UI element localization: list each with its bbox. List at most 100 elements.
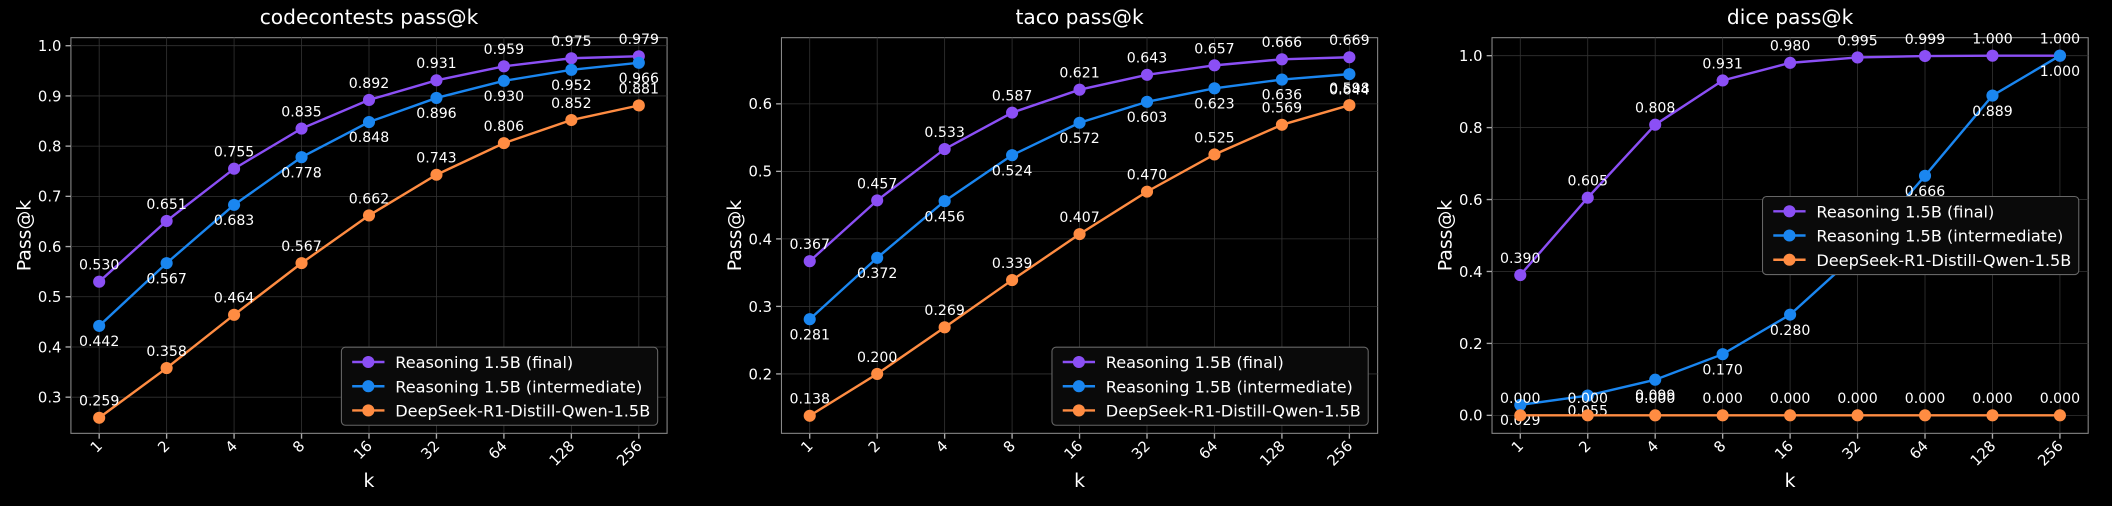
data-point <box>1918 409 1932 422</box>
data-label: 0.743 <box>416 151 456 167</box>
data-label: 0.881 <box>619 81 659 97</box>
data-label: 1.000 <box>2040 64 2080 80</box>
legend-label: Reasoning 1.5B (final) <box>395 353 573 372</box>
y-tick-label: 0.5 <box>749 164 773 181</box>
data-label: 0.959 <box>484 42 524 58</box>
data-point <box>1514 409 1527 422</box>
data-label: 0.281 <box>790 327 830 343</box>
x-tick-label: 64 <box>485 438 510 463</box>
data-label: 0.339 <box>992 256 1032 272</box>
data-label: 0.930 <box>484 89 524 105</box>
data-label: 0.657 <box>1194 41 1234 57</box>
x-axis-label: k <box>1074 471 1085 492</box>
data-label: 0.603 <box>1127 110 1167 126</box>
data-label: 0.456 <box>924 209 964 225</box>
data-point <box>1649 373 1662 386</box>
data-point <box>938 143 951 156</box>
legend-label: DeepSeek-R1-Distill-Qwen-1.5B <box>395 402 650 421</box>
legend-label: Reasoning 1.5B (final) <box>1816 202 1994 221</box>
data-label: 0.808 <box>1635 101 1675 117</box>
data-label: 0.567 <box>281 239 321 255</box>
data-label: 0.605 <box>1568 174 1608 190</box>
data-point <box>565 63 578 76</box>
x-tick-label: 2 <box>1576 438 1595 457</box>
data-label: 0.525 <box>1194 130 1234 146</box>
data-point <box>1514 398 1527 411</box>
y-tick-label: 0.0 <box>1459 408 1483 425</box>
data-label: 0.995 <box>1837 33 1877 49</box>
data-point <box>93 319 106 332</box>
data-label: 0.644 <box>1329 82 1369 98</box>
data-label: 0.442 <box>79 334 119 350</box>
y-tick-label: 0.8 <box>1459 120 1483 137</box>
data-point <box>1918 169 1932 182</box>
y-tick-label: 1.0 <box>38 38 62 55</box>
legend-label: Reasoning 1.5B (final) <box>1106 353 1284 372</box>
data-label: 0.979 <box>619 32 659 48</box>
legend-label: Reasoning 1.5B (intermediate) <box>1106 377 1353 396</box>
y-axis-label: Pass@k <box>1436 200 1457 271</box>
data-point <box>1140 68 1154 81</box>
data-label: 0.621 <box>1059 66 1099 82</box>
chart-title: taco pass@k <box>1015 5 1143 29</box>
data-label: 0.892 <box>349 76 389 92</box>
chart-title: dice pass@k <box>1727 5 1854 29</box>
data-label: 0.407 <box>1059 210 1099 226</box>
data-label: 0.572 <box>1059 131 1099 147</box>
data-label: 0.755 <box>214 145 254 161</box>
data-point <box>1208 148 1221 161</box>
data-label: 0.966 <box>619 71 659 87</box>
x-tick-label: 8 <box>290 438 309 457</box>
x-tick-label: 16 <box>1772 438 1797 463</box>
data-label: 1.000 <box>1972 32 2012 48</box>
data-point <box>228 308 241 321</box>
data-label: 0.390 <box>1500 251 1540 267</box>
legend-label: DeepSeek-R1-Distill-Qwen-1.5B <box>1816 251 2071 270</box>
data-label: 0.931 <box>416 56 456 72</box>
data-point <box>1986 49 1999 62</box>
x-tick-label: 4 <box>1643 438 1662 457</box>
data-point <box>1275 118 1288 131</box>
data-label: 0.000 <box>1568 391 1608 407</box>
data-label: 0.666 <box>1262 35 1302 51</box>
y-tick-label: 0.4 <box>38 339 62 356</box>
x-tick-label: 64 <box>1196 438 1221 463</box>
data-point <box>1073 83 1086 96</box>
legend-marker <box>1072 380 1085 393</box>
y-tick-label: 0.6 <box>38 239 62 256</box>
y-tick-label: 0.3 <box>38 390 62 407</box>
data-point <box>497 60 510 73</box>
data-point <box>1986 89 1999 102</box>
y-axis-label: Pass@k <box>725 200 746 271</box>
data-label: 0.000 <box>2040 391 2080 407</box>
legend-box <box>340 346 659 426</box>
data-point <box>160 257 173 270</box>
data-point <box>1716 74 1729 87</box>
x-tick-label: 4 <box>933 438 952 457</box>
data-label: 0.999 <box>1905 32 1945 48</box>
data-point <box>1006 106 1019 119</box>
data-point <box>430 168 443 181</box>
data-point <box>1208 59 1221 72</box>
data-point <box>295 151 308 164</box>
data-label: 0.000 <box>1635 391 1675 407</box>
data-label: 0.524 <box>992 163 1032 179</box>
data-label: 0.138 <box>790 392 830 408</box>
data-label: 0.952 <box>551 78 591 94</box>
data-point <box>1581 191 1594 204</box>
y-tick-label: 0.4 <box>749 231 773 248</box>
data-label: 0.980 <box>1770 39 1810 55</box>
x-tick-label: 1 <box>798 438 817 457</box>
y-tick-label: 0.6 <box>1459 192 1483 209</box>
data-label: 0.269 <box>924 303 964 319</box>
x-tick-label: 2 <box>155 438 174 457</box>
data-point <box>632 99 645 112</box>
data-point <box>228 198 241 211</box>
data-label: 0.000 <box>1972 391 2012 407</box>
data-point <box>871 251 884 264</box>
data-point <box>1716 409 1729 422</box>
x-tick-label: 2 <box>865 438 884 457</box>
x-axis-label: k <box>364 471 375 492</box>
data-point <box>1649 118 1662 131</box>
